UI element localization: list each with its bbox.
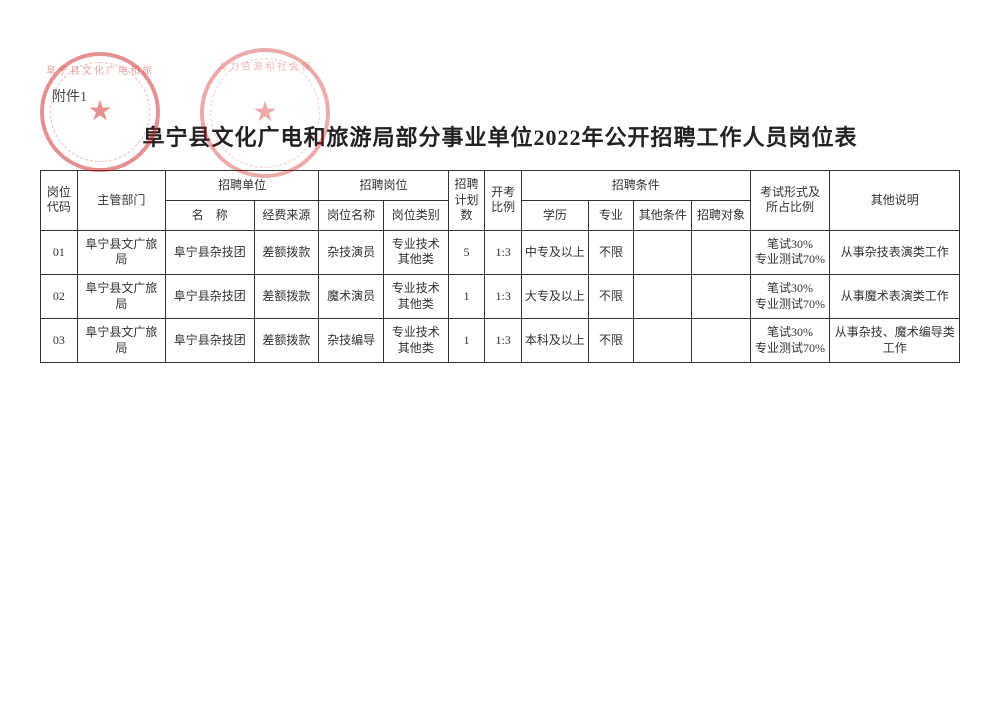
th-post-cat: 岗位类别 — [383, 200, 448, 230]
th-unit-fund: 经费来源 — [254, 200, 319, 230]
th-cond-other: 其他条件 — [634, 200, 692, 230]
cell-dept: 阜宁县文广旅局 — [77, 230, 165, 274]
page-root: 阜宁县文化广电和旅 ★ 人力资源和社会保 ★ 附件1 阜宁县文化广电和旅游局部分… — [0, 0, 1000, 704]
cell-dept: 阜宁县文广旅局 — [77, 274, 165, 318]
table-row: 01阜宁县文广旅局阜宁县杂技团差额拨款杂技演员专业技术其他类51:3中专及以上不… — [41, 230, 960, 274]
table-body: 01阜宁县文广旅局阜宁县杂技团差额拨款杂技演员专业技术其他类51:3中专及以上不… — [41, 230, 960, 363]
cell-other — [634, 319, 692, 363]
cell-post_name: 杂技演员 — [319, 230, 384, 274]
cell-target — [692, 230, 750, 274]
th-ratio: 开考比例 — [485, 171, 522, 231]
cell-post_cat: 专业技术其他类 — [383, 319, 448, 363]
cell-dept: 阜宁县文广旅局 — [77, 319, 165, 363]
cell-post_cat: 专业技术其他类 — [383, 274, 448, 318]
th-cond-group: 招聘条件 — [521, 171, 750, 201]
cell-post_cat: 专业技术其他类 — [383, 230, 448, 274]
th-unit-name: 名 称 — [166, 200, 254, 230]
cell-unit_fund: 差额拨款 — [254, 319, 319, 363]
th-cond-target: 招聘对象 — [692, 200, 750, 230]
cell-unit_name: 阜宁县杂技团 — [166, 274, 254, 318]
stamp-2-text: 人力资源和社会保 — [204, 52, 326, 174]
th-dept: 主管部门 — [77, 171, 165, 231]
cell-edu: 本科及以上 — [521, 319, 588, 363]
job-table: 岗位代码 主管部门 招聘单位 招聘岗位 招聘计划数 开考比例 招聘条件 考试形式… — [40, 170, 960, 363]
table-header: 岗位代码 主管部门 招聘单位 招聘岗位 招聘计划数 开考比例 招聘条件 考试形式… — [41, 171, 960, 231]
cell-unit_fund: 差额拨款 — [254, 230, 319, 274]
cell-major: 不限 — [588, 230, 633, 274]
cell-plan: 5 — [448, 230, 485, 274]
cell-ratio: 1:3 — [485, 319, 522, 363]
cell-post_name: 杂技编导 — [319, 319, 384, 363]
cell-plan: 1 — [448, 274, 485, 318]
cell-code: 03 — [41, 319, 78, 363]
cell-post_name: 魔术演员 — [319, 274, 384, 318]
cell-plan: 1 — [448, 319, 485, 363]
cell-ratio: 1:3 — [485, 230, 522, 274]
cell-other — [634, 274, 692, 318]
cell-major: 不限 — [588, 274, 633, 318]
cell-target — [692, 274, 750, 318]
cell-edu: 中专及以上 — [521, 230, 588, 274]
th-plan: 招聘计划数 — [448, 171, 485, 231]
cell-code: 01 — [41, 230, 78, 274]
attachment-label: 附件1 — [52, 86, 87, 106]
cell-ratio: 1:3 — [485, 274, 522, 318]
cell-edu: 大专及以上 — [521, 274, 588, 318]
th-cond-edu: 学历 — [521, 200, 588, 230]
cell-target — [692, 319, 750, 363]
th-cond-major: 专业 — [588, 200, 633, 230]
cell-unit_name: 阜宁县杂技团 — [166, 230, 254, 274]
cell-note: 从事杂技表演类工作 — [830, 230, 960, 274]
cell-code: 02 — [41, 274, 78, 318]
cell-other — [634, 230, 692, 274]
th-exam: 考试形式及所占比例 — [750, 171, 830, 231]
th-post-group: 招聘岗位 — [319, 171, 448, 201]
cell-exam: 笔试30%专业测试70% — [750, 319, 830, 363]
th-post-name: 岗位名称 — [319, 200, 384, 230]
th-unit-group: 招聘单位 — [166, 171, 319, 201]
table-row: 03阜宁县文广旅局阜宁县杂技团差额拨款杂技编导专业技术其他类11:3本科及以上不… — [41, 319, 960, 363]
cell-unit_fund: 差额拨款 — [254, 274, 319, 318]
official-stamp-2: 人力资源和社会保 ★ — [200, 48, 330, 178]
th-note: 其他说明 — [830, 171, 960, 231]
table-row: 02阜宁县文广旅局阜宁县杂技团差额拨款魔术演员专业技术其他类11:3大专及以上不… — [41, 274, 960, 318]
cell-exam: 笔试30%专业测试70% — [750, 230, 830, 274]
page-title: 阜宁县文化广电和旅游局部分事业单位2022年公开招聘工作人员岗位表 — [40, 120, 960, 152]
cell-unit_name: 阜宁县杂技团 — [166, 319, 254, 363]
cell-note: 从事杂技、魔术编导类工作 — [830, 319, 960, 363]
cell-major: 不限 — [588, 319, 633, 363]
official-stamp-1: 阜宁县文化广电和旅 ★ — [40, 52, 160, 172]
th-code: 岗位代码 — [41, 171, 78, 231]
cell-exam: 笔试30%专业测试70% — [750, 274, 830, 318]
cell-note: 从事魔术表演类工作 — [830, 274, 960, 318]
